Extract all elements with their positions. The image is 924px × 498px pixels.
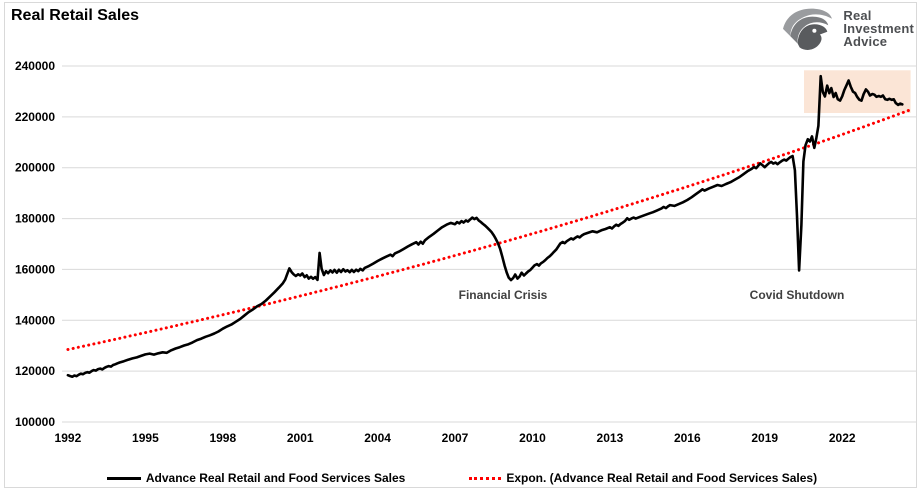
legend-item-sales: Advance Real Retail and Food Services Sa… [106,471,406,485]
x-tick-label: 2007 [442,431,469,445]
x-tick-label: 2001 [287,431,314,445]
y-tick-label: 240000 [15,59,55,73]
x-tick-label: 1998 [209,431,236,445]
brand-line-3: Advice [843,33,888,49]
dotted-line-swatch [469,476,502,480]
x-tick-label: 1992 [55,431,82,445]
brand-line-1: Real [843,7,872,23]
annotation-covid-shutdown: Covid Shutdown [750,288,845,302]
legend-label-trend: Expon. (Advance Real Retail and Food Ser… [506,471,818,485]
chart-legend: Advance Real Retail and Food Services Sa… [0,471,924,485]
brand-line-2: Investment [843,20,914,36]
x-tick-label: 2019 [751,431,778,445]
solid-line-swatch [106,476,141,480]
brand-logo: Real Investment Advice [778,4,914,52]
eagle-icon [783,8,833,50]
y-tick-label: 100000 [15,415,55,429]
x-tick-label: 2022 [829,431,856,445]
legend-label-sales: Advance Real Retail and Food Services Sa… [145,471,406,485]
sales-line [66,74,904,379]
y-tick-label: 120000 [15,364,55,378]
x-tick-label: 1995 [132,431,159,445]
annotation-financial-crisis: Financial Crisis [459,288,548,302]
y-tick-label: 160000 [15,262,55,276]
brand-name: Real Investment Advice [843,9,914,48]
y-tick-label: 220000 [15,110,55,124]
trend-line [66,108,912,351]
x-tick-label: 2004 [364,431,391,445]
x-tick-label: 2016 [674,431,701,445]
y-tick-label: 180000 [15,212,55,226]
x-tick-label: 2010 [519,431,546,445]
chart-title: Real Retail Sales [11,7,140,24]
legend-item-trend: Expon. (Advance Real Retail and Food Ser… [469,471,817,485]
y-tick-label: 200000 [15,161,55,175]
x-tick-label: 2013 [597,431,624,445]
y-tick-label: 140000 [15,313,55,327]
